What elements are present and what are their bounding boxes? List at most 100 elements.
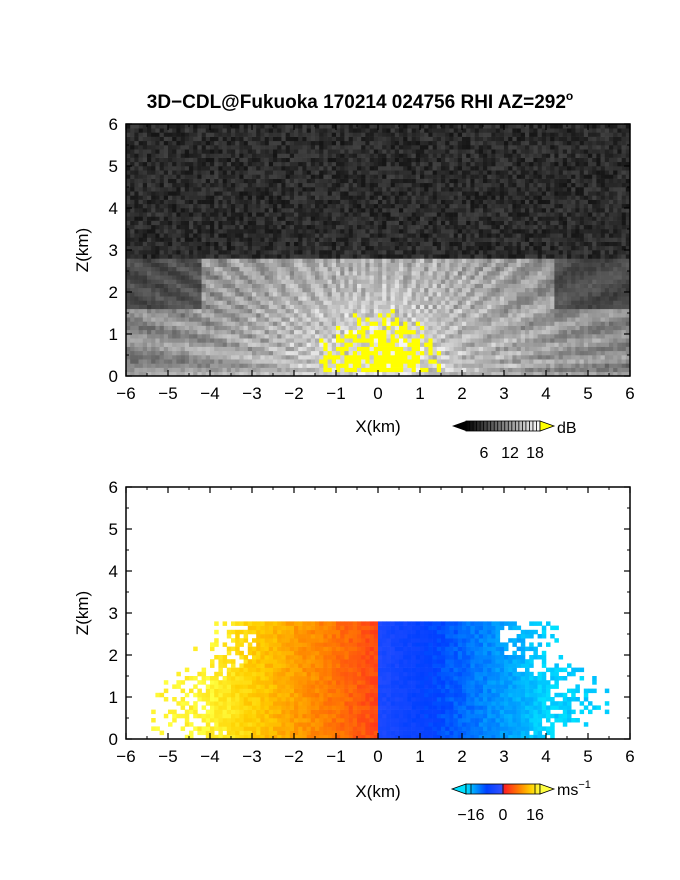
heatmap-cell [415, 313, 421, 318]
heatmap-cell [407, 342, 412, 347]
heatmap-cell [415, 220, 421, 226]
heatmap-cell [340, 350, 345, 356]
heatmap-cell [294, 187, 299, 192]
heatmap-cell [184, 166, 190, 171]
heatmap-cell [243, 178, 249, 184]
heatmap-cell [126, 166, 131, 171]
heatmap-cell [268, 191, 274, 196]
heatmap-cell [403, 208, 408, 213]
heatmap-cell [411, 367, 417, 373]
heatmap-cell [453, 287, 459, 293]
heatmap-cell [268, 245, 274, 251]
heatmap-cell [189, 363, 194, 368]
heatmap-cell [138, 212, 144, 217]
heatmap-cell [373, 342, 379, 347]
heatmap-cell [184, 271, 190, 276]
heatmap-cell [336, 195, 341, 200]
heatmap-cell [172, 296, 177, 301]
heatmap-cell [239, 195, 244, 200]
heatmap-cell [462, 140, 467, 146]
heatmap-cell [466, 296, 471, 301]
heatmap-cell [361, 178, 366, 184]
heatmap-cell [407, 203, 412, 209]
heatmap-cell [260, 132, 265, 137]
heatmap-cell [415, 241, 421, 247]
heatmap-cell [176, 203, 181, 209]
heatmap-cell [256, 245, 261, 251]
heatmap-cell [231, 140, 236, 146]
heatmap-cell [331, 283, 337, 289]
heatmap-cell [126, 233, 131, 238]
heatmap-cell [197, 157, 202, 163]
heatmap-cell [159, 300, 165, 305]
heatmap-cell [289, 212, 295, 217]
heatmap-cell [235, 224, 240, 230]
heatmap-cell [336, 283, 341, 289]
heatmap-cell [159, 321, 165, 326]
heatmap-cell [470, 229, 475, 234]
heatmap-cell [399, 124, 404, 129]
heatmap-cell [441, 355, 446, 360]
heatmap-cell [378, 161, 383, 167]
heatmap-cell [222, 245, 228, 251]
heatmap-cell [130, 346, 135, 352]
heatmap-cell [323, 241, 328, 247]
heatmap-cell [193, 170, 198, 175]
heatmap-cell [424, 224, 429, 230]
heatmap-cell [189, 371, 194, 376]
heatmap-cell [189, 174, 194, 179]
heatmap-cell [399, 363, 404, 368]
heatmap-cell [352, 258, 358, 263]
heatmap-cell [411, 245, 417, 251]
heatmap-cell [361, 367, 366, 373]
heatmap-cell [348, 338, 354, 343]
heatmap-cell [445, 233, 450, 238]
heatmap-cell [340, 321, 345, 326]
heatmap-cell [352, 208, 358, 213]
heatmap-cell [189, 279, 194, 284]
heatmap-cell [306, 166, 312, 171]
heatmap-cell [159, 229, 165, 234]
heatmap-cell [474, 355, 480, 360]
heatmap-cell [411, 140, 417, 146]
heatmap-cell [386, 254, 391, 259]
heatmap-cell [348, 271, 354, 276]
heatmap-cell [352, 229, 358, 234]
heatmap-cell [382, 149, 387, 154]
heatmap-cell [420, 187, 425, 192]
heatmap-cell [239, 367, 244, 373]
heatmap-cell [336, 208, 341, 213]
heatmap-cell [193, 266, 198, 272]
heatmap-cell [365, 359, 370, 364]
heatmap-cell [180, 367, 186, 373]
heatmap-cell [180, 279, 186, 284]
heatmap-cell [226, 149, 232, 154]
heatmap-cell [184, 220, 190, 226]
heatmap-cell [403, 254, 408, 259]
heatmap-cell [180, 229, 186, 234]
heatmap-cell [449, 313, 454, 318]
heatmap-cell [315, 166, 320, 171]
heatmap-cell [378, 346, 383, 352]
heatmap-cell [378, 149, 383, 154]
heatmap-cell [420, 237, 425, 242]
heatmap-cell [289, 191, 295, 196]
heatmap-cell [348, 224, 354, 230]
heatmap-cell [201, 229, 207, 234]
heatmap-cell [277, 224, 282, 230]
heatmap-cell [264, 128, 270, 133]
heatmap-cell [466, 342, 471, 347]
heatmap-cell [205, 241, 211, 247]
heatmap-cell [403, 300, 408, 305]
heatmap-cell [159, 145, 165, 150]
heatmap-cell [441, 279, 446, 284]
heatmap-cell [189, 317, 194, 322]
heatmap-cell [147, 350, 152, 356]
heatmap-cell [214, 199, 219, 205]
heatmap-cell [457, 275, 463, 280]
heatmap-cell [470, 220, 475, 226]
heatmap-cell [399, 199, 404, 205]
heatmap-cell [373, 140, 379, 146]
heatmap-cell [340, 346, 345, 352]
heatmap-cell [449, 355, 454, 360]
